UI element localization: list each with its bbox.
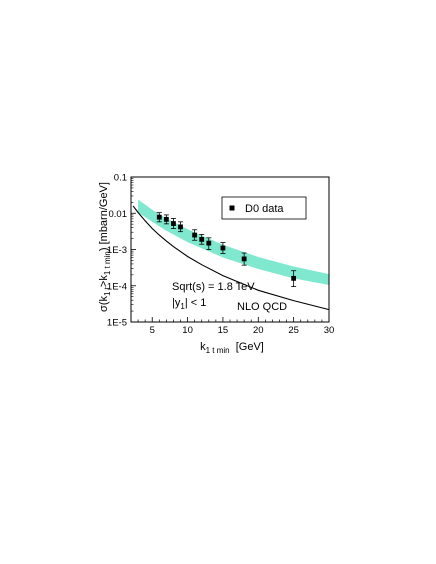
y-tick-label: 1E-4 (107, 281, 127, 292)
data-marker (178, 224, 183, 230)
nlo-qcd-curve (132, 205, 330, 311)
d0-data-point (241, 252, 247, 266)
x-ticks-layer: 5 10 15 20 25 30 (137, 317, 335, 336)
y-tick-label: 1E-3 (107, 245, 127, 256)
rapidity-subscript: 1 (180, 302, 185, 311)
x-axis-title-unit: [GeV] (230, 341, 264, 353)
d0-data-point (199, 234, 205, 245)
y-axis-title-part1: σ(k (98, 295, 110, 311)
x-tick-label: 15 (218, 325, 229, 336)
legend: D0 data (221, 196, 307, 220)
y-tick-label: 1E-5 (107, 318, 127, 329)
x-tick-label: 20 (253, 325, 264, 336)
d0-data-point (163, 214, 169, 225)
data-marker (156, 214, 162, 220)
data-marker (220, 245, 226, 251)
d0-data-point (178, 221, 183, 233)
y-axis-title: σ(k1 t>k1 t min) [mbarn/GeV] (98, 182, 112, 312)
d0-data-point (206, 237, 212, 250)
x-axis-title: k1 t min [GeV] (200, 341, 264, 355)
x-tick-label: 25 (288, 325, 299, 336)
rapidity-prefix: |y (172, 297, 181, 309)
legend-label-d0-data: D0 data (245, 203, 284, 215)
d0-points-layer (156, 212, 297, 287)
annotation-energy: Sqrt(s) = 1.8 TeV (172, 281, 255, 293)
d0-data-point (220, 242, 226, 254)
legend-marker-d0-data (229, 205, 235, 211)
nlo-uncertainty-band (138, 199, 329, 285)
annotation-rapidity: |y1| < 1 (172, 297, 206, 311)
x-tick-label: 5 (150, 325, 155, 336)
rapidity-suffix: | < 1 (185, 297, 207, 309)
data-marker (199, 236, 205, 242)
y-axis-title-sub2: 1 t min (103, 251, 112, 275)
x-tick-label: 30 (324, 325, 335, 336)
d0-data-point (291, 270, 297, 287)
d0-data-point (170, 218, 176, 229)
data-marker (241, 256, 247, 262)
y-axis-title-sub1: 1 t (103, 286, 112, 296)
y-ticks-layer: 1E-5 1E-4 1E-3 0.01 0.1 (107, 173, 136, 329)
nlo-curve-layer (132, 205, 330, 311)
x-tick-label: 10 (182, 325, 193, 336)
legend-box (221, 196, 307, 220)
d0-data-point (192, 229, 198, 241)
data-marker (163, 216, 169, 222)
y-axis-title-part2: >k (98, 275, 110, 287)
x-axis-title-main: k (200, 341, 206, 353)
d0-data-point (156, 212, 162, 223)
y-tick-label: 0.01 (109, 209, 128, 220)
data-marker (291, 275, 297, 281)
y-axis-title-part3: ) [mbarn/GeV] (98, 182, 110, 251)
nlo-uncertainty-band-layer (138, 199, 329, 285)
x-axis-title-subscript: 1 t min (206, 346, 230, 355)
data-marker (192, 232, 198, 238)
y-tick-label: 0.1 (114, 173, 127, 184)
annotation-model: NLO QCD (237, 301, 287, 313)
data-marker (171, 221, 176, 226)
data-marker (206, 240, 212, 246)
